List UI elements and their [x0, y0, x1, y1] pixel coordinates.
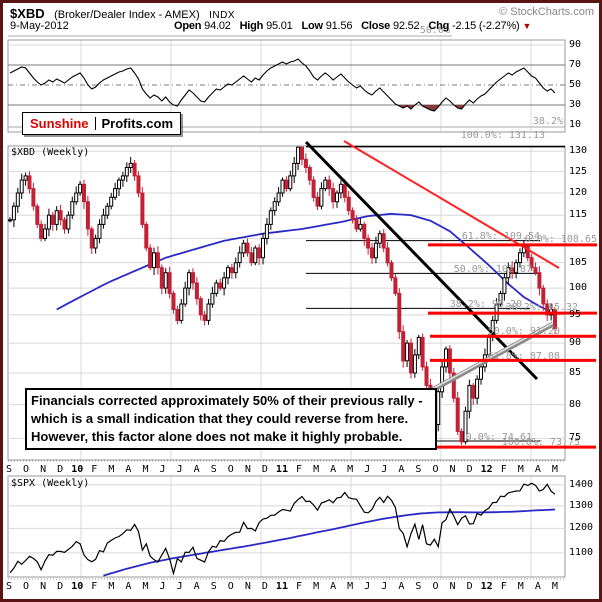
indicator-line — [9, 58, 556, 112]
candlestick-series — [8, 146, 557, 445]
annotation-box: Financials corrected approximately 50% o… — [25, 388, 437, 450]
support-channel-line-highlight — [424, 322, 554, 394]
logo-text-left: Sunshine — [30, 116, 89, 131]
main-panel-title: $XBD (Weekly) — [11, 147, 90, 158]
annotation-line-2: which is a small indication that they co… — [31, 411, 409, 426]
low-value: 91.56 — [325, 20, 353, 32]
ticker-name: (Broker/Dealer Index - AMEX) — [54, 9, 200, 21]
logo-text-right: Profits.com — [101, 116, 174, 131]
spx-panel-title: $SPX (Weekly) — [11, 478, 90, 489]
downtrend-line — [304, 140, 539, 381]
chart-header: $XBD (Broker/Dealer Index - AMEX) INDX — [10, 5, 235, 23]
chg-down-icon: ▼ — [522, 21, 532, 31]
high-label: High — [239, 20, 264, 32]
spx-moving-average-line — [103, 508, 556, 577]
open-value: 94.02 — [204, 20, 231, 32]
close-value: 92.52 — [392, 20, 420, 32]
annotation-line-3: However, this factor alone does not make… — [31, 429, 403, 444]
panel-border — [7, 39, 566, 133]
sunshine-profits-logo: Sunshine Profits.com — [22, 112, 182, 135]
quote-date: 9-May-2012 — [10, 20, 69, 32]
spx-line — [9, 482, 556, 576]
ticker-exchange: INDX — [209, 10, 235, 21]
copyright-notice: © StockCharts.com — [499, 6, 594, 18]
ticker-symbol: $XBD — [10, 6, 45, 21]
chg-value: -2.15 (-2.27%) — [451, 20, 520, 32]
high-value: 95.01 — [266, 20, 293, 32]
ohlc-quote-row: Open 94.02 High 95.01 Low 91.56 Close 92… — [174, 20, 531, 32]
chg-label: Chg — [428, 20, 450, 32]
low-label: Low — [301, 20, 323, 32]
resistance-line — [343, 140, 560, 269]
open-label: Open — [174, 20, 202, 32]
panel-border — [7, 145, 566, 461]
xbd-moving-average-line — [56, 212, 556, 315]
annotation-line-1: Financials corrected approximately 50% o… — [31, 393, 423, 408]
logo-divider — [94, 117, 96, 130]
close-label: Close — [361, 20, 391, 32]
panel-border — [7, 475, 566, 578]
